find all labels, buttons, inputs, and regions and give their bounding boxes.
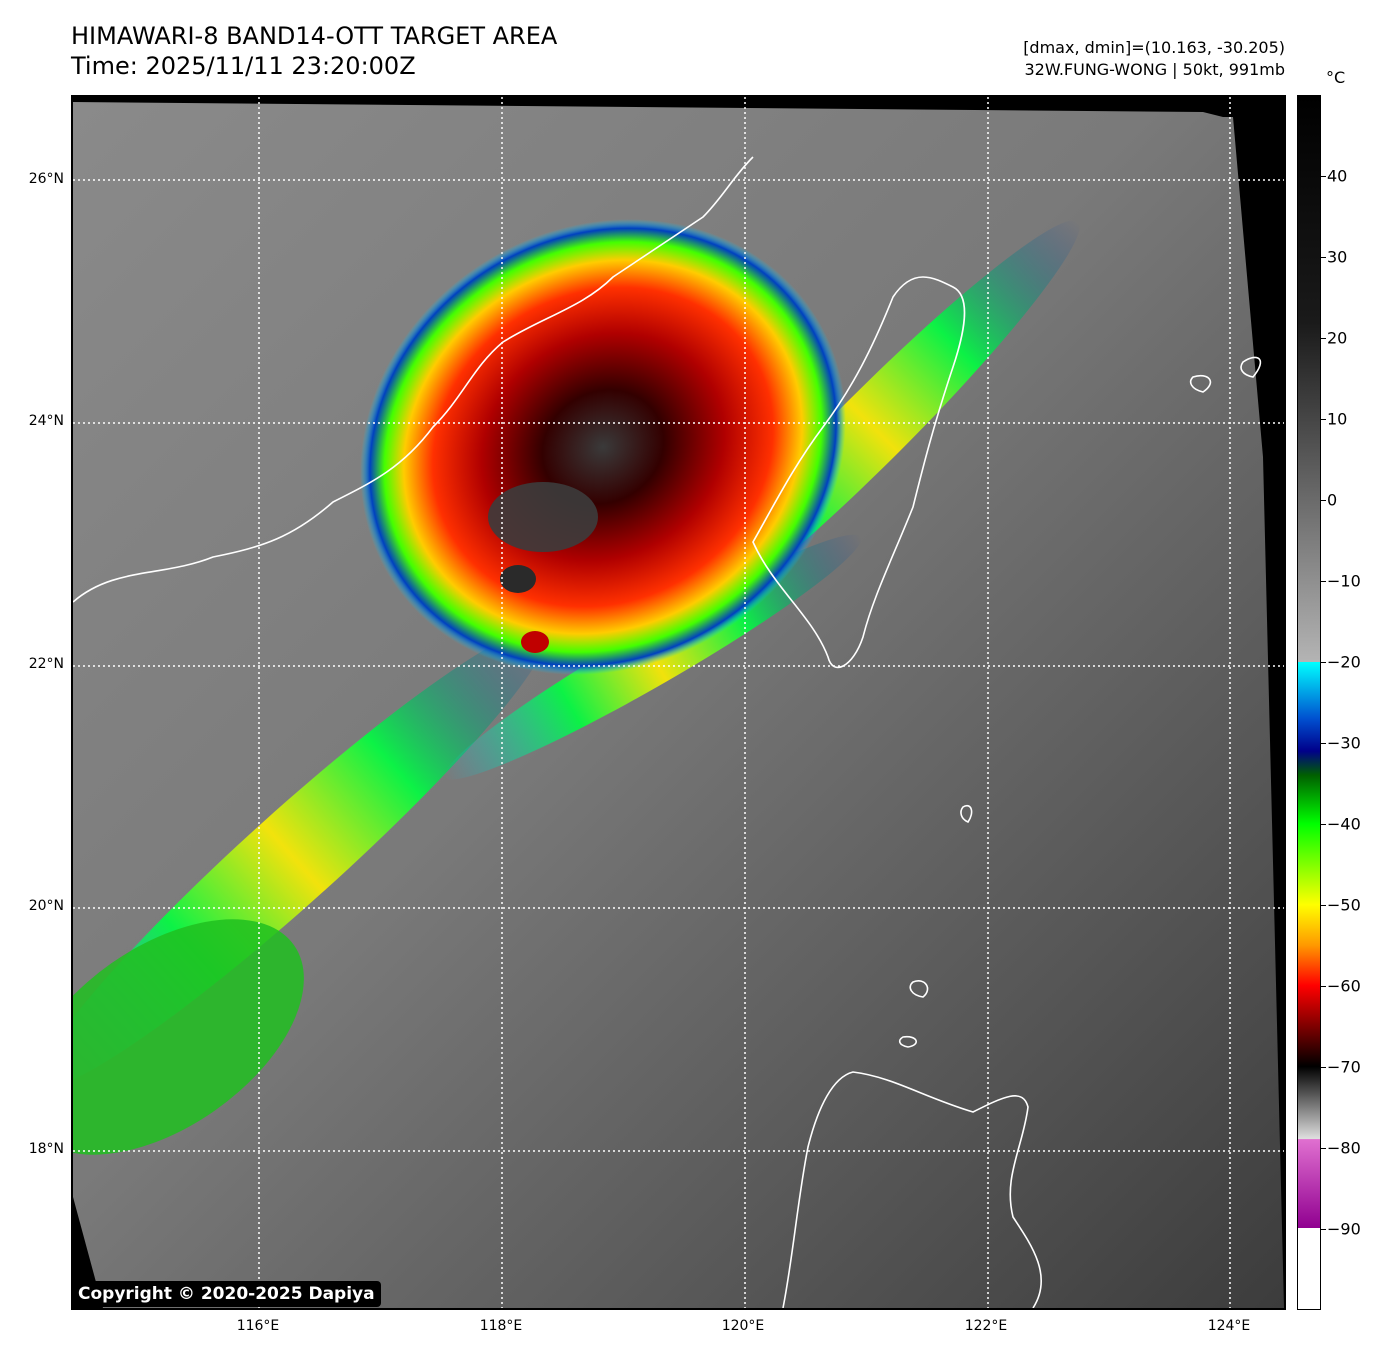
- colorbar-tickmark: [1321, 662, 1326, 663]
- colorbar-tickmark: [1321, 905, 1326, 906]
- island-babuyan: [898, 1035, 917, 1048]
- island-batanes: [960, 804, 973, 823]
- coastline-luzon: [782, 1071, 1043, 1308]
- colorbar-tickmark: [1321, 743, 1326, 744]
- lon-label-116: 116°E: [236, 1318, 280, 1334]
- temperature-range-info: [dmax, dmin]=(10.163, -30.205): [1023, 38, 1285, 57]
- coastline-taiwan: [752, 276, 966, 669]
- colorbar-tickmark: [1321, 419, 1326, 420]
- temperature-colorbar: [1297, 95, 1321, 1310]
- colorbar-tick-label: 0: [1327, 490, 1338, 510]
- map-title: HIMAWARI-8 BAND14-OTT TARGET AREA: [71, 22, 558, 50]
- coastlines: [73, 156, 1262, 1308]
- cold-cell: [500, 565, 536, 593]
- satellite-map: [71, 95, 1286, 1310]
- no-data-region-right: [1233, 117, 1284, 1308]
- lat-label-26: 26°N: [28, 171, 64, 187]
- colorbar-tick-label: −90: [1327, 1219, 1361, 1239]
- lon-label-120: 120°E: [721, 1318, 765, 1334]
- colorbar-tickmark: [1321, 500, 1326, 501]
- colorbar-unit: °C: [1326, 68, 1346, 87]
- cold-overshoot-core: [488, 482, 598, 552]
- map-timestamp: Time: 2025/11/11 23:20:00Z: [71, 52, 416, 80]
- colorbar-tick-label: 20: [1327, 328, 1348, 348]
- lon-label-118: 118°E: [479, 1318, 523, 1334]
- island-babuyan: [909, 980, 929, 998]
- gridlines: [73, 97, 1284, 1308]
- island-ryukyu: [1189, 374, 1212, 393]
- colorbar-tick-label: 40: [1327, 166, 1348, 186]
- colorbar-tick-label: −70: [1327, 1057, 1361, 1077]
- storm-info: 32W.FUNG-WONG | 50kt, 991mb: [1024, 60, 1285, 79]
- colorbar-tick-label: −40: [1327, 814, 1361, 834]
- lon-label-124: 124°E: [1207, 1318, 1251, 1334]
- coastline-china: [73, 156, 754, 603]
- colorbar-tickmark: [1321, 257, 1326, 258]
- storm-convection: [360, 219, 846, 675]
- colorbar-tickmark: [1321, 1148, 1326, 1149]
- island-ryukyu: [1240, 356, 1262, 378]
- colorbar-tick-label: −10: [1327, 571, 1361, 591]
- lat-label-20: 20°N: [28, 898, 64, 914]
- lat-label-24: 24°N: [28, 413, 64, 429]
- colorbar-tick-label: −80: [1327, 1138, 1361, 1158]
- colorbar-tick-label: −20: [1327, 652, 1361, 672]
- copyright-notice: Copyright © 2020-2025 Dapiya: [73, 1281, 381, 1307]
- colorbar-tickmark: [1321, 1229, 1326, 1230]
- colorbar-tick-label: −30: [1327, 733, 1361, 753]
- colorbar-tickmark: [1321, 581, 1326, 582]
- lat-label-22: 22°N: [28, 656, 64, 672]
- colorbar-tickmark: [1321, 986, 1326, 987]
- no-data-region-top: [73, 97, 1284, 117]
- colorbar-tickmark: [1321, 1067, 1326, 1068]
- colorbar-tickmark: [1321, 338, 1326, 339]
- lon-label-122: 122°E: [964, 1318, 1008, 1334]
- lat-label-18: 18°N: [28, 1141, 64, 1157]
- colorbar-tick-label: 10: [1327, 409, 1348, 429]
- colorbar-tick-label: −60: [1327, 976, 1361, 996]
- colorbar-tick-label: 30: [1327, 247, 1348, 267]
- colorbar-tick-label: −50: [1327, 895, 1361, 915]
- no-data-region-left: [73, 1197, 103, 1308]
- colorbar-tickmark: [1321, 824, 1326, 825]
- cold-cell: [521, 631, 549, 653]
- colorbar-tickmark: [1321, 176, 1326, 177]
- cloud-band-west: [73, 919, 304, 1155]
